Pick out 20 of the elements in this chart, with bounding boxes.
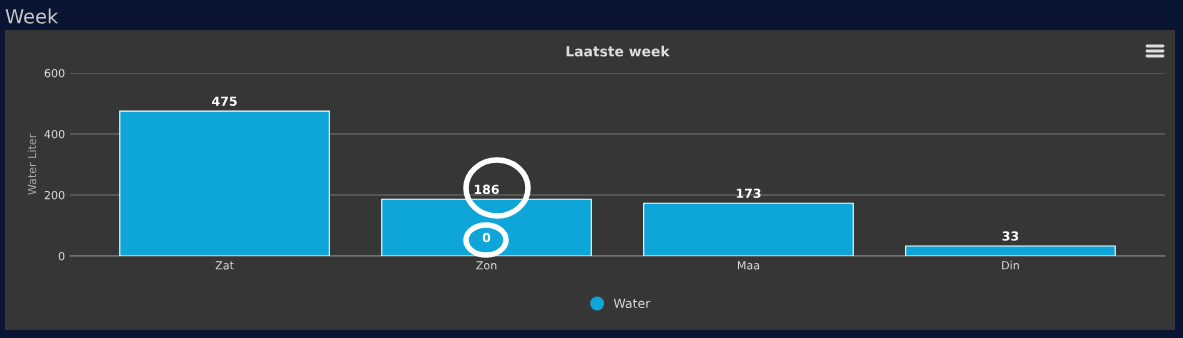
data-label: 186 — [474, 184, 499, 195]
bar — [905, 245, 1116, 256]
y-tick-label: 400 — [44, 129, 65, 139]
y-tick-label: 0 — [58, 251, 65, 261]
x-tick-label: Zat — [215, 261, 234, 270]
legend-label: Water — [613, 298, 651, 309]
data-label: 33 — [1002, 231, 1019, 241]
y-axis-title: Water Liter — [27, 133, 37, 195]
data-label: 173 — [736, 188, 761, 199]
x-tick-label: Maa — [737, 261, 760, 270]
x-tick-label: Din — [1002, 260, 1019, 270]
chart-title: Week — [5, 8, 59, 24]
y-tick-label: 200 — [44, 190, 65, 200]
bar — [643, 202, 854, 256]
chart-subtitle: Laatste week — [566, 45, 670, 57]
annotation: 0 — [482, 232, 491, 243]
y-tick-label: 600 — [44, 68, 65, 78]
data-label: 475 — [212, 96, 237, 106]
bar — [119, 110, 330, 256]
x-tick-label: Zon — [476, 261, 497, 270]
